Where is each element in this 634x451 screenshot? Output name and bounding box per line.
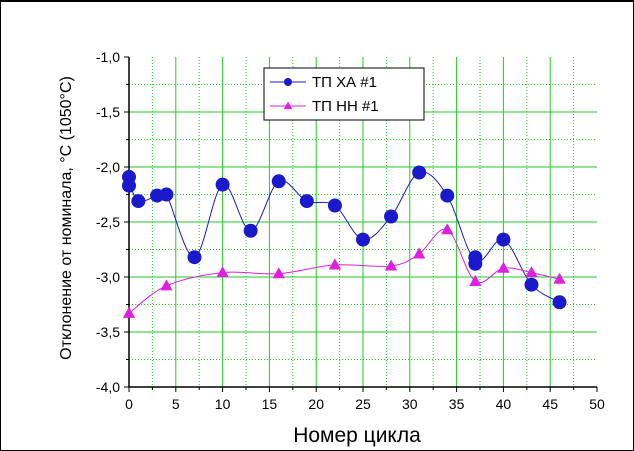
data-point-series-2 bbox=[469, 274, 482, 286]
y-tick-label: -3,0 bbox=[96, 269, 120, 285]
y-axis-label: Отклонение от номинала, °С (1050°С) bbox=[58, 76, 75, 360]
data-point-series-1 bbox=[215, 177, 230, 192]
data-point-series-1 bbox=[440, 188, 455, 203]
y-tick-label: -2,5 bbox=[96, 214, 120, 230]
x-tick-label: 5 bbox=[172, 396, 180, 412]
x-tick-label: 35 bbox=[449, 396, 465, 412]
data-point-series-2 bbox=[160, 279, 173, 291]
data-point-series-1 bbox=[122, 178, 136, 193]
legend-box bbox=[263, 67, 425, 121]
data-point-series-2 bbox=[328, 258, 342, 270]
legend-label-1: ТП ХА #1 bbox=[312, 74, 377, 91]
y-tick-label: -1,5 bbox=[96, 104, 120, 120]
legend-marker-2 bbox=[283, 101, 293, 110]
data-point-series-1 bbox=[468, 256, 483, 271]
data-point-series-1 bbox=[384, 209, 399, 224]
data-point-series-1 bbox=[131, 194, 146, 209]
data-point-series-1 bbox=[524, 277, 539, 292]
data-point-series-2 bbox=[272, 267, 285, 279]
data-point-series-1 bbox=[552, 295, 567, 310]
data-point-series-1 bbox=[299, 194, 314, 209]
x-tick-label: 20 bbox=[308, 396, 324, 412]
data-point-series-2 bbox=[412, 247, 426, 259]
x-tick-label: 10 bbox=[215, 396, 231, 412]
data-point-series-2 bbox=[384, 259, 398, 271]
data-point-series-1 bbox=[243, 223, 258, 238]
data-point-series-1 bbox=[187, 250, 202, 265]
legend: ТП ХА #1 ТП НН #1 bbox=[263, 67, 425, 121]
data-point-series-1 bbox=[496, 232, 511, 247]
data-point-series-2 bbox=[553, 272, 566, 284]
legend-label-2: ТП НН #1 bbox=[312, 98, 379, 115]
y-tick-label: -1,0 bbox=[96, 49, 120, 65]
data-point-series-1 bbox=[271, 174, 286, 189]
data-markers bbox=[122, 165, 567, 318]
data-point-series-1 bbox=[356, 232, 370, 247]
x-tick-label: 45 bbox=[542, 396, 558, 412]
x-tick-label: 15 bbox=[262, 396, 278, 412]
x-tick-label: 30 bbox=[402, 396, 418, 412]
x-tick-label: 25 bbox=[355, 396, 371, 412]
ticks: 0 5 10 15 20 25 30 35 40 45 50 -1,0 -1,5 -2,0 -2,5 -3,0… bbox=[96, 49, 605, 412]
y-tick-label: -3,5 bbox=[96, 324, 120, 340]
x-axis-label: Номер цикла bbox=[293, 424, 421, 447]
y-tick-label: -4,0 bbox=[96, 379, 120, 395]
data-point-series-1 bbox=[159, 187, 174, 202]
data-point-series-2 bbox=[441, 223, 454, 235]
x-tick-label: 0 bbox=[125, 396, 133, 412]
y-tick-label: -2,0 bbox=[96, 159, 120, 175]
x-tick-label: 40 bbox=[496, 396, 512, 412]
x-tick-label: 50 bbox=[589, 396, 605, 412]
legend-marker-1 bbox=[284, 78, 292, 86]
data-point-series-1 bbox=[327, 198, 342, 213]
data-point-series-2 bbox=[216, 266, 229, 278]
data-point-series-2 bbox=[497, 261, 510, 273]
data-point-series-1 bbox=[412, 165, 427, 180]
data-point-series-2 bbox=[525, 266, 538, 278]
data-point-series-2 bbox=[122, 306, 136, 318]
